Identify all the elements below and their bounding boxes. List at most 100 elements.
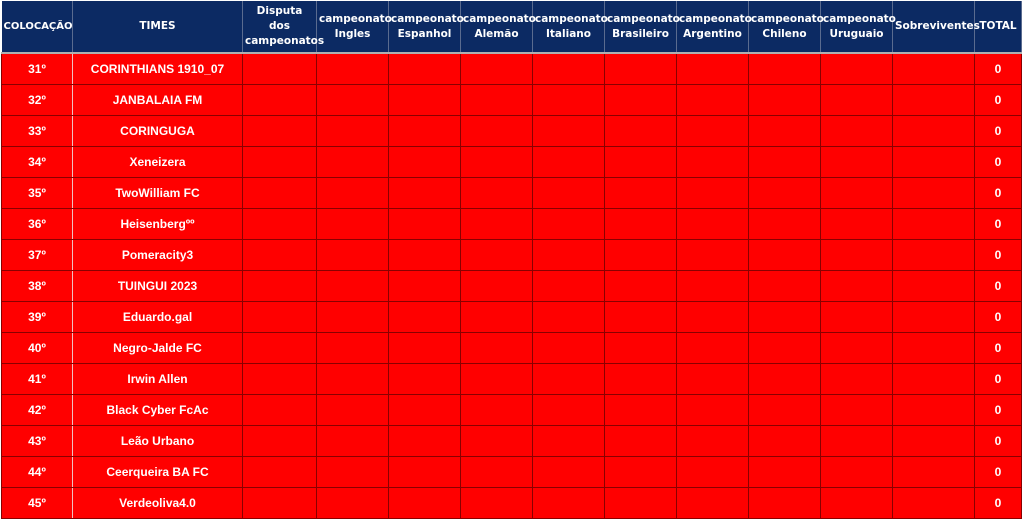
score-cell[interactable] — [676, 332, 749, 364]
score-cell[interactable] — [748, 363, 821, 395]
score-cell[interactable] — [388, 115, 461, 147]
score-cell[interactable] — [316, 487, 389, 519]
score-cell[interactable] — [676, 456, 749, 488]
score-cell[interactable] — [316, 146, 389, 178]
score-cell[interactable] — [820, 456, 893, 488]
score-cell[interactable] — [388, 425, 461, 457]
score-cell[interactable] — [242, 84, 317, 116]
score-cell[interactable] — [242, 52, 317, 85]
score-cell[interactable] — [676, 301, 749, 333]
team-cell[interactable]: CORINGUGA — [72, 115, 243, 147]
score-cell[interactable] — [820, 332, 893, 364]
score-cell[interactable] — [242, 270, 317, 302]
score-cell[interactable] — [388, 146, 461, 178]
score-cell[interactable] — [604, 84, 677, 116]
total-cell[interactable]: 0 — [974, 425, 1022, 457]
score-cell[interactable] — [242, 115, 317, 147]
score-cell[interactable] — [316, 425, 389, 457]
score-cell[interactable] — [532, 332, 605, 364]
score-cell[interactable] — [676, 363, 749, 395]
score-cell[interactable] — [532, 425, 605, 457]
score-cell[interactable] — [316, 177, 389, 209]
score-cell[interactable] — [892, 208, 975, 240]
position-cell[interactable]: 39º — [1, 301, 73, 333]
total-cell[interactable]: 0 — [974, 177, 1022, 209]
score-cell[interactable] — [388, 239, 461, 271]
score-cell[interactable] — [460, 84, 533, 116]
score-cell[interactable] — [604, 332, 677, 364]
score-cell[interactable] — [676, 115, 749, 147]
score-cell[interactable] — [748, 332, 821, 364]
score-cell[interactable] — [242, 301, 317, 333]
score-cell[interactable] — [242, 363, 317, 395]
score-cell[interactable] — [604, 363, 677, 395]
position-cell[interactable]: 41º — [1, 363, 73, 395]
score-cell[interactable] — [820, 239, 893, 271]
score-cell[interactable] — [604, 301, 677, 333]
score-cell[interactable] — [748, 208, 821, 240]
score-cell[interactable] — [892, 363, 975, 395]
score-cell[interactable] — [820, 208, 893, 240]
team-cell[interactable]: Heisenbergºº — [72, 208, 243, 240]
score-cell[interactable] — [532, 208, 605, 240]
score-cell[interactable] — [316, 270, 389, 302]
score-cell[interactable] — [388, 332, 461, 364]
score-cell[interactable] — [242, 394, 317, 426]
score-cell[interactable] — [532, 456, 605, 488]
score-cell[interactable] — [604, 52, 677, 85]
score-cell[interactable] — [892, 456, 975, 488]
team-cell[interactable]: Leão Urbano — [72, 425, 243, 457]
score-cell[interactable] — [748, 177, 821, 209]
score-cell[interactable] — [748, 270, 821, 302]
total-cell[interactable]: 0 — [974, 363, 1022, 395]
score-cell[interactable] — [604, 270, 677, 302]
score-cell[interactable] — [604, 487, 677, 519]
score-cell[interactable] — [892, 394, 975, 426]
score-cell[interactable] — [604, 208, 677, 240]
score-cell[interactable] — [676, 84, 749, 116]
team-cell[interactable]: JANBALAIA FM — [72, 84, 243, 116]
position-cell[interactable]: 33º — [1, 115, 73, 147]
score-cell[interactable] — [604, 146, 677, 178]
score-cell[interactable] — [820, 425, 893, 457]
score-cell[interactable] — [460, 177, 533, 209]
score-cell[interactable] — [532, 146, 605, 178]
position-cell[interactable]: 42º — [1, 394, 73, 426]
total-cell[interactable]: 0 — [974, 301, 1022, 333]
score-cell[interactable] — [604, 425, 677, 457]
score-cell[interactable] — [748, 456, 821, 488]
score-cell[interactable] — [388, 456, 461, 488]
score-cell[interactable] — [676, 208, 749, 240]
position-cell[interactable]: 37º — [1, 239, 73, 271]
score-cell[interactable] — [892, 270, 975, 302]
score-cell[interactable] — [460, 363, 533, 395]
score-cell[interactable] — [748, 115, 821, 147]
score-cell[interactable] — [242, 208, 317, 240]
score-cell[interactable] — [604, 456, 677, 488]
total-cell[interactable]: 0 — [974, 332, 1022, 364]
position-cell[interactable]: 34º — [1, 146, 73, 178]
team-cell[interactable]: CORINTHIANS 1910_07 — [72, 52, 243, 85]
score-cell[interactable] — [892, 332, 975, 364]
score-cell[interactable] — [316, 115, 389, 147]
team-cell[interactable]: Verdeoliva4.0 — [72, 487, 243, 519]
score-cell[interactable] — [532, 394, 605, 426]
score-cell[interactable] — [532, 115, 605, 147]
score-cell[interactable] — [892, 52, 975, 85]
score-cell[interactable] — [460, 239, 533, 271]
total-cell[interactable]: 0 — [974, 456, 1022, 488]
score-cell[interactable] — [820, 363, 893, 395]
score-cell[interactable] — [460, 115, 533, 147]
score-cell[interactable] — [892, 177, 975, 209]
total-cell[interactable]: 0 — [974, 115, 1022, 147]
team-cell[interactable]: Negro-Jalde FC — [72, 332, 243, 364]
position-cell[interactable]: 43º — [1, 425, 73, 457]
score-cell[interactable] — [532, 52, 605, 85]
score-cell[interactable] — [748, 239, 821, 271]
score-cell[interactable] — [532, 487, 605, 519]
score-cell[interactable] — [460, 394, 533, 426]
score-cell[interactable] — [604, 177, 677, 209]
score-cell[interactable] — [748, 84, 821, 116]
team-cell[interactable]: TUINGUI 2023 — [72, 270, 243, 302]
score-cell[interactable] — [460, 270, 533, 302]
